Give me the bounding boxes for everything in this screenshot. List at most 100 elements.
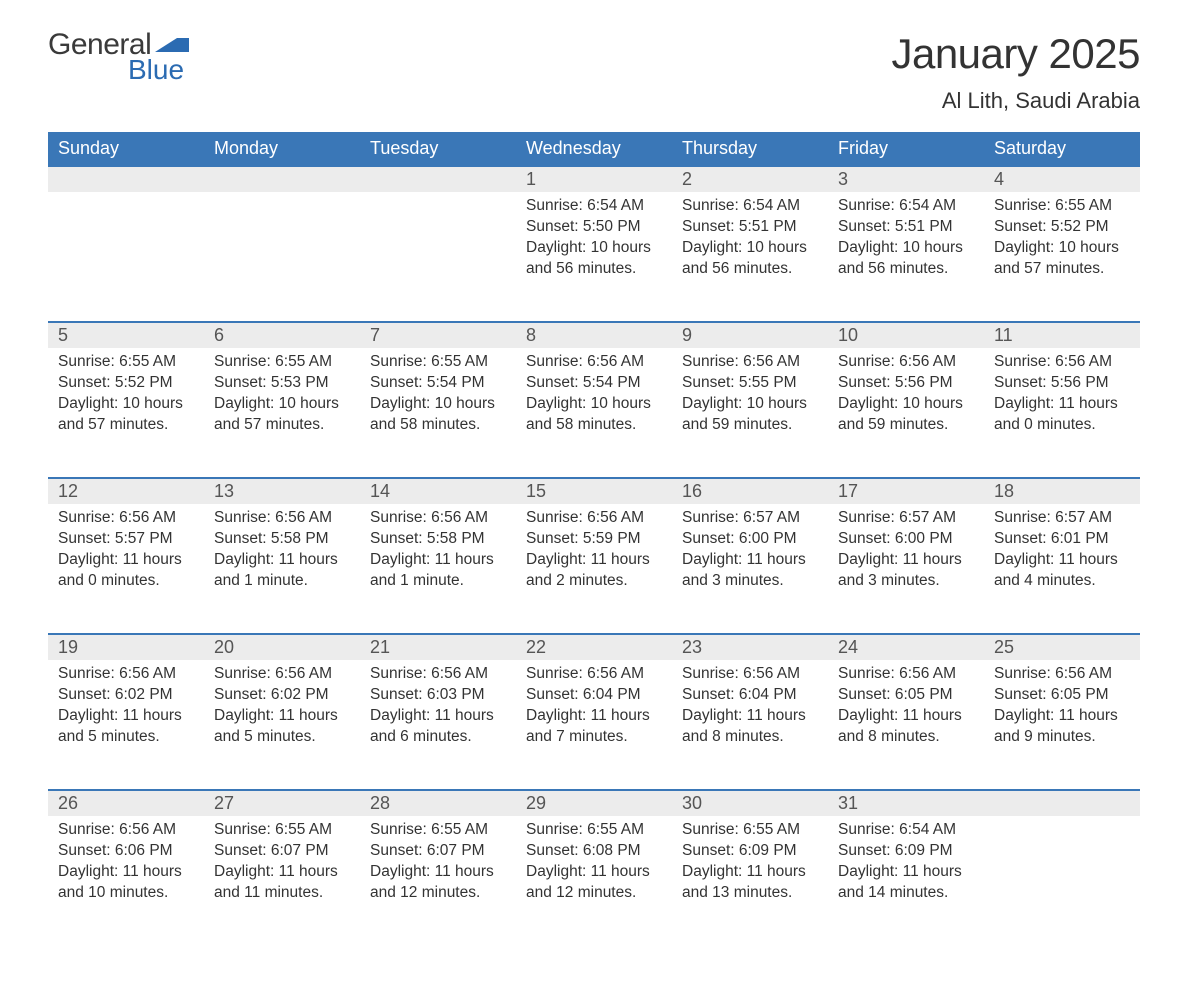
day-number: 9 [672,323,828,348]
day-content-cell [984,816,1140,946]
day-sunrise: Sunrise: 6:56 AM [994,664,1130,685]
day-sunrise: Sunrise: 6:54 AM [838,820,974,841]
day-d2: and 56 minutes. [838,259,974,280]
day-d1: Daylight: 10 hours [214,394,350,415]
day-number-cell: 17 [828,478,984,504]
week-content-row: Sunrise: 6:56 AMSunset: 5:57 PMDaylight:… [48,504,1140,634]
day-content-cell [48,192,204,322]
day-d2: and 5 minutes. [58,727,194,748]
day-d1: Daylight: 10 hours [994,238,1130,259]
day-d1: Daylight: 11 hours [682,550,818,571]
day-number-cell: 29 [516,790,672,816]
day-sunset: Sunset: 6:02 PM [214,685,350,706]
day-d2: and 12 minutes. [526,883,662,904]
day-d2: and 10 minutes. [58,883,194,904]
day-number-cell [984,790,1140,816]
day-number: 26 [48,791,204,816]
day-sunrise: Sunrise: 6:55 AM [526,820,662,841]
day-number: 17 [828,479,984,504]
week-daynum-row: 262728293031 [48,790,1140,816]
day-number-cell: 4 [984,166,1140,192]
day-sunset: Sunset: 6:04 PM [526,685,662,706]
day-content-cell: Sunrise: 6:54 AMSunset: 5:50 PMDaylight:… [516,192,672,322]
day-d1: Daylight: 10 hours [526,238,662,259]
day-number: 25 [984,635,1140,660]
day-d1: Daylight: 11 hours [838,862,974,883]
day-content-cell: Sunrise: 6:55 AMSunset: 5:52 PMDaylight:… [984,192,1140,322]
day-number-cell: 6 [204,322,360,348]
day-number: 23 [672,635,828,660]
day-d1: Daylight: 11 hours [58,550,194,571]
day-number-cell: 26 [48,790,204,816]
week-daynum-row: 1234 [48,166,1140,192]
day-number: 24 [828,635,984,660]
day-number-cell [204,166,360,192]
day-content-cell: Sunrise: 6:57 AMSunset: 6:01 PMDaylight:… [984,504,1140,634]
day-header: Friday [828,132,984,166]
day-number-cell: 30 [672,790,828,816]
day-content-cell: Sunrise: 6:56 AMSunset: 5:56 PMDaylight:… [828,348,984,478]
day-sunrise: Sunrise: 6:56 AM [58,664,194,685]
day-sunrise: Sunrise: 6:56 AM [526,664,662,685]
day-number-cell: 10 [828,322,984,348]
day-sunset: Sunset: 5:52 PM [58,373,194,394]
day-content-cell: Sunrise: 6:56 AMSunset: 5:56 PMDaylight:… [984,348,1140,478]
week-daynum-row: 567891011 [48,322,1140,348]
day-number: 29 [516,791,672,816]
day-content-cell [204,192,360,322]
day-content-cell: Sunrise: 6:55 AMSunset: 5:53 PMDaylight:… [204,348,360,478]
day-content-cell: Sunrise: 6:56 AMSunset: 6:05 PMDaylight:… [828,660,984,790]
day-number-cell [360,166,516,192]
day-sunset: Sunset: 5:58 PM [214,529,350,550]
day-sunrise: Sunrise: 6:55 AM [214,352,350,373]
day-number: 1 [516,167,672,192]
day-content-cell: Sunrise: 6:55 AMSunset: 5:52 PMDaylight:… [48,348,204,478]
day-number: 11 [984,323,1140,348]
day-content-cell: Sunrise: 6:55 AMSunset: 6:08 PMDaylight:… [516,816,672,946]
day-d2: and 3 minutes. [682,571,818,592]
day-number: 7 [360,323,516,348]
location: Al Lith, Saudi Arabia [891,88,1140,114]
day-sunrise: Sunrise: 6:56 AM [526,352,662,373]
day-number: 19 [48,635,204,660]
day-sunset: Sunset: 5:54 PM [370,373,506,394]
day-d1: Daylight: 11 hours [994,394,1130,415]
day-number-cell: 24 [828,634,984,660]
day-header: Tuesday [360,132,516,166]
day-number-empty [360,167,516,192]
day-sunset: Sunset: 5:59 PM [526,529,662,550]
day-content-cell: Sunrise: 6:56 AMSunset: 6:02 PMDaylight:… [204,660,360,790]
day-number-empty [48,167,204,192]
day-header-row: SundayMondayTuesdayWednesdayThursdayFrid… [48,132,1140,166]
week-content-row: Sunrise: 6:54 AMSunset: 5:50 PMDaylight:… [48,192,1140,322]
day-number: 31 [828,791,984,816]
day-number-cell: 22 [516,634,672,660]
day-sunrise: Sunrise: 6:55 AM [994,196,1130,217]
day-sunrise: Sunrise: 6:56 AM [682,664,818,685]
day-number: 14 [360,479,516,504]
day-d1: Daylight: 10 hours [682,394,818,415]
day-number-cell: 3 [828,166,984,192]
day-d1: Daylight: 11 hours [370,550,506,571]
day-content-cell: Sunrise: 6:54 AMSunset: 6:09 PMDaylight:… [828,816,984,946]
day-number-cell: 5 [48,322,204,348]
day-number: 15 [516,479,672,504]
day-content-cell: Sunrise: 6:56 AMSunset: 6:05 PMDaylight:… [984,660,1140,790]
day-sunrise: Sunrise: 6:55 AM [682,820,818,841]
day-d2: and 7 minutes. [526,727,662,748]
day-number: 6 [204,323,360,348]
day-number: 27 [204,791,360,816]
day-d1: Daylight: 10 hours [838,394,974,415]
day-d2: and 5 minutes. [214,727,350,748]
day-sunset: Sunset: 5:55 PM [682,373,818,394]
day-sunrise: Sunrise: 6:56 AM [526,508,662,529]
day-sunset: Sunset: 6:08 PM [526,841,662,862]
day-d1: Daylight: 11 hours [214,706,350,727]
day-content-cell: Sunrise: 6:54 AMSunset: 5:51 PMDaylight:… [672,192,828,322]
day-d2: and 56 minutes. [526,259,662,280]
day-d1: Daylight: 11 hours [370,706,506,727]
day-number: 30 [672,791,828,816]
day-d2: and 6 minutes. [370,727,506,748]
day-d1: Daylight: 10 hours [58,394,194,415]
day-number-cell: 7 [360,322,516,348]
